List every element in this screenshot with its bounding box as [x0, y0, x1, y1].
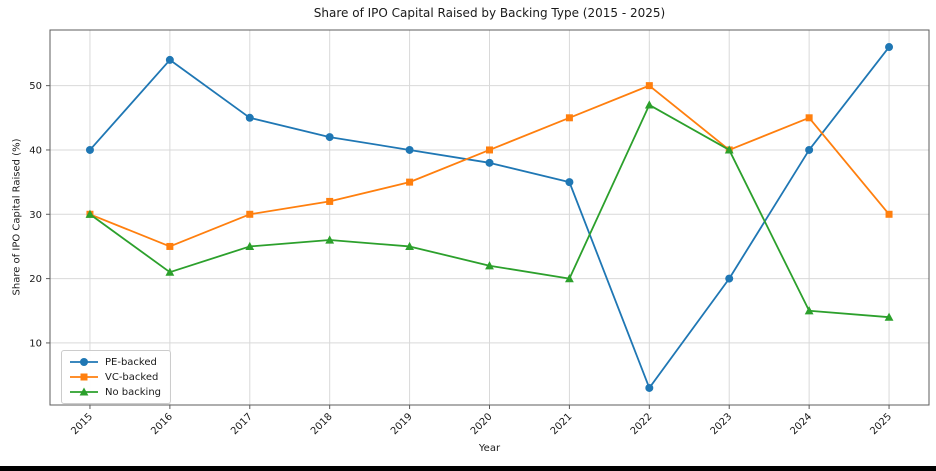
marker-triangle — [485, 261, 494, 270]
legend-label: PE-backed — [105, 356, 157, 368]
marker-circle — [725, 274, 734, 283]
y-tick-label: 10 — [29, 338, 42, 349]
legend-label: VC-backed — [105, 371, 159, 383]
x-axis-label: Year — [478, 443, 501, 454]
x-tick-label: 2024 — [788, 411, 814, 437]
legend-item: PE-backed — [69, 355, 161, 369]
marker-square — [486, 146, 493, 154]
legend-item: VC-backed — [69, 370, 161, 384]
x-tick-label: 2017 — [229, 411, 255, 437]
x-tick-label: 2015 — [69, 411, 95, 437]
marker-square — [805, 114, 813, 122]
x-tick-label: 2020 — [469, 411, 495, 437]
x-tick-label: 2025 — [868, 411, 894, 437]
legend-swatch-square-icon — [70, 373, 98, 381]
marker-triangle — [245, 241, 255, 251]
marker-circle — [565, 178, 574, 187]
marker-circle — [405, 145, 414, 154]
marker-square — [406, 178, 414, 186]
y-tick-label: 50 — [29, 81, 42, 92]
marker-triangle — [884, 312, 894, 321]
marker-circle — [885, 43, 894, 52]
marker-square — [246, 210, 254, 218]
x-tick-label: 2019 — [389, 411, 415, 437]
legend: PE-backed VC-backed No backing — [61, 350, 172, 404]
marker-triangle — [165, 267, 175, 276]
marker-triangle — [804, 306, 814, 315]
x-tick-label: 2018 — [309, 411, 335, 437]
marker-circle — [85, 145, 94, 154]
x-tick-label: 2023 — [709, 411, 735, 437]
marker-triangle — [724, 145, 734, 154]
chart-title: Share of IPO Capital Raised by Backing T… — [313, 6, 666, 20]
x-tick-label: 2016 — [149, 411, 175, 437]
y-tick-label: 20 — [29, 274, 42, 285]
marker-circle — [165, 55, 174, 64]
marker-triangle — [644, 100, 654, 109]
legend-swatch-triangle-icon — [70, 387, 98, 396]
x-tick-label: 2022 — [629, 411, 655, 437]
marker-circle — [645, 383, 654, 392]
marker-square — [885, 210, 893, 218]
y-tick-label: 30 — [29, 210, 42, 221]
marker-triangle — [325, 235, 335, 244]
legend-label: No backing — [105, 386, 162, 398]
marker-circle — [245, 113, 254, 122]
marker-square — [326, 197, 334, 205]
x-tick-label: 2021 — [549, 411, 575, 437]
marker-square — [565, 114, 573, 122]
marker-triangle — [85, 209, 95, 218]
marker-circle — [485, 158, 494, 167]
legend-swatch-circle-icon — [70, 358, 98, 366]
marker-triangle — [405, 241, 414, 251]
marker-square — [166, 242, 174, 250]
y-tick-label: 40 — [29, 145, 42, 156]
marker-triangle — [565, 274, 574, 283]
legend-item: No backing — [69, 385, 161, 399]
marker-square — [645, 82, 653, 90]
bottom-border — [0, 466, 936, 471]
marker-circle — [805, 145, 814, 154]
marker-circle — [325, 133, 334, 142]
